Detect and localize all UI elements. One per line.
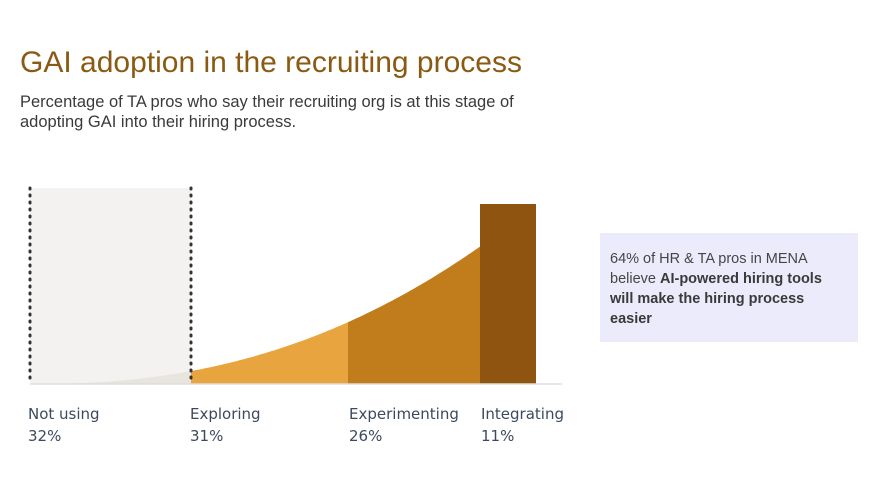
category-value-integrating: 11% xyxy=(481,427,514,445)
category-label-exploring: Exploring xyxy=(190,405,261,423)
chart-subtitle: Percentage of TA pros who say their recr… xyxy=(20,93,514,131)
not-using-shaded-region xyxy=(30,188,191,384)
category-value-experimenting: 26% xyxy=(349,427,382,445)
area-not-using xyxy=(30,371,191,384)
adoption-chart: Not using 32% Exploring 31% Experimentin… xyxy=(28,186,564,445)
category-value-exploring: 31% xyxy=(190,427,223,445)
callout-emphasis-text: AI-powered hiring tools will make the hi… xyxy=(610,271,822,327)
area-experimenting xyxy=(348,246,480,384)
category-value-not-using: 32% xyxy=(28,427,61,445)
category-label-not-using: Not using xyxy=(28,405,100,423)
callout-box: 64% of HR & TA pros in MENA believe AI-p… xyxy=(600,233,858,342)
category-label-experimenting: Experimenting xyxy=(349,405,459,423)
callout-intro-text: 64% of HR & TA pros in MENA believe xyxy=(610,251,807,287)
chart-title: GAI adoption in the recruiting process xyxy=(20,46,522,79)
area-integrating xyxy=(480,204,536,384)
area-exploring xyxy=(191,322,348,384)
category-label-integrating: Integrating xyxy=(481,405,564,423)
